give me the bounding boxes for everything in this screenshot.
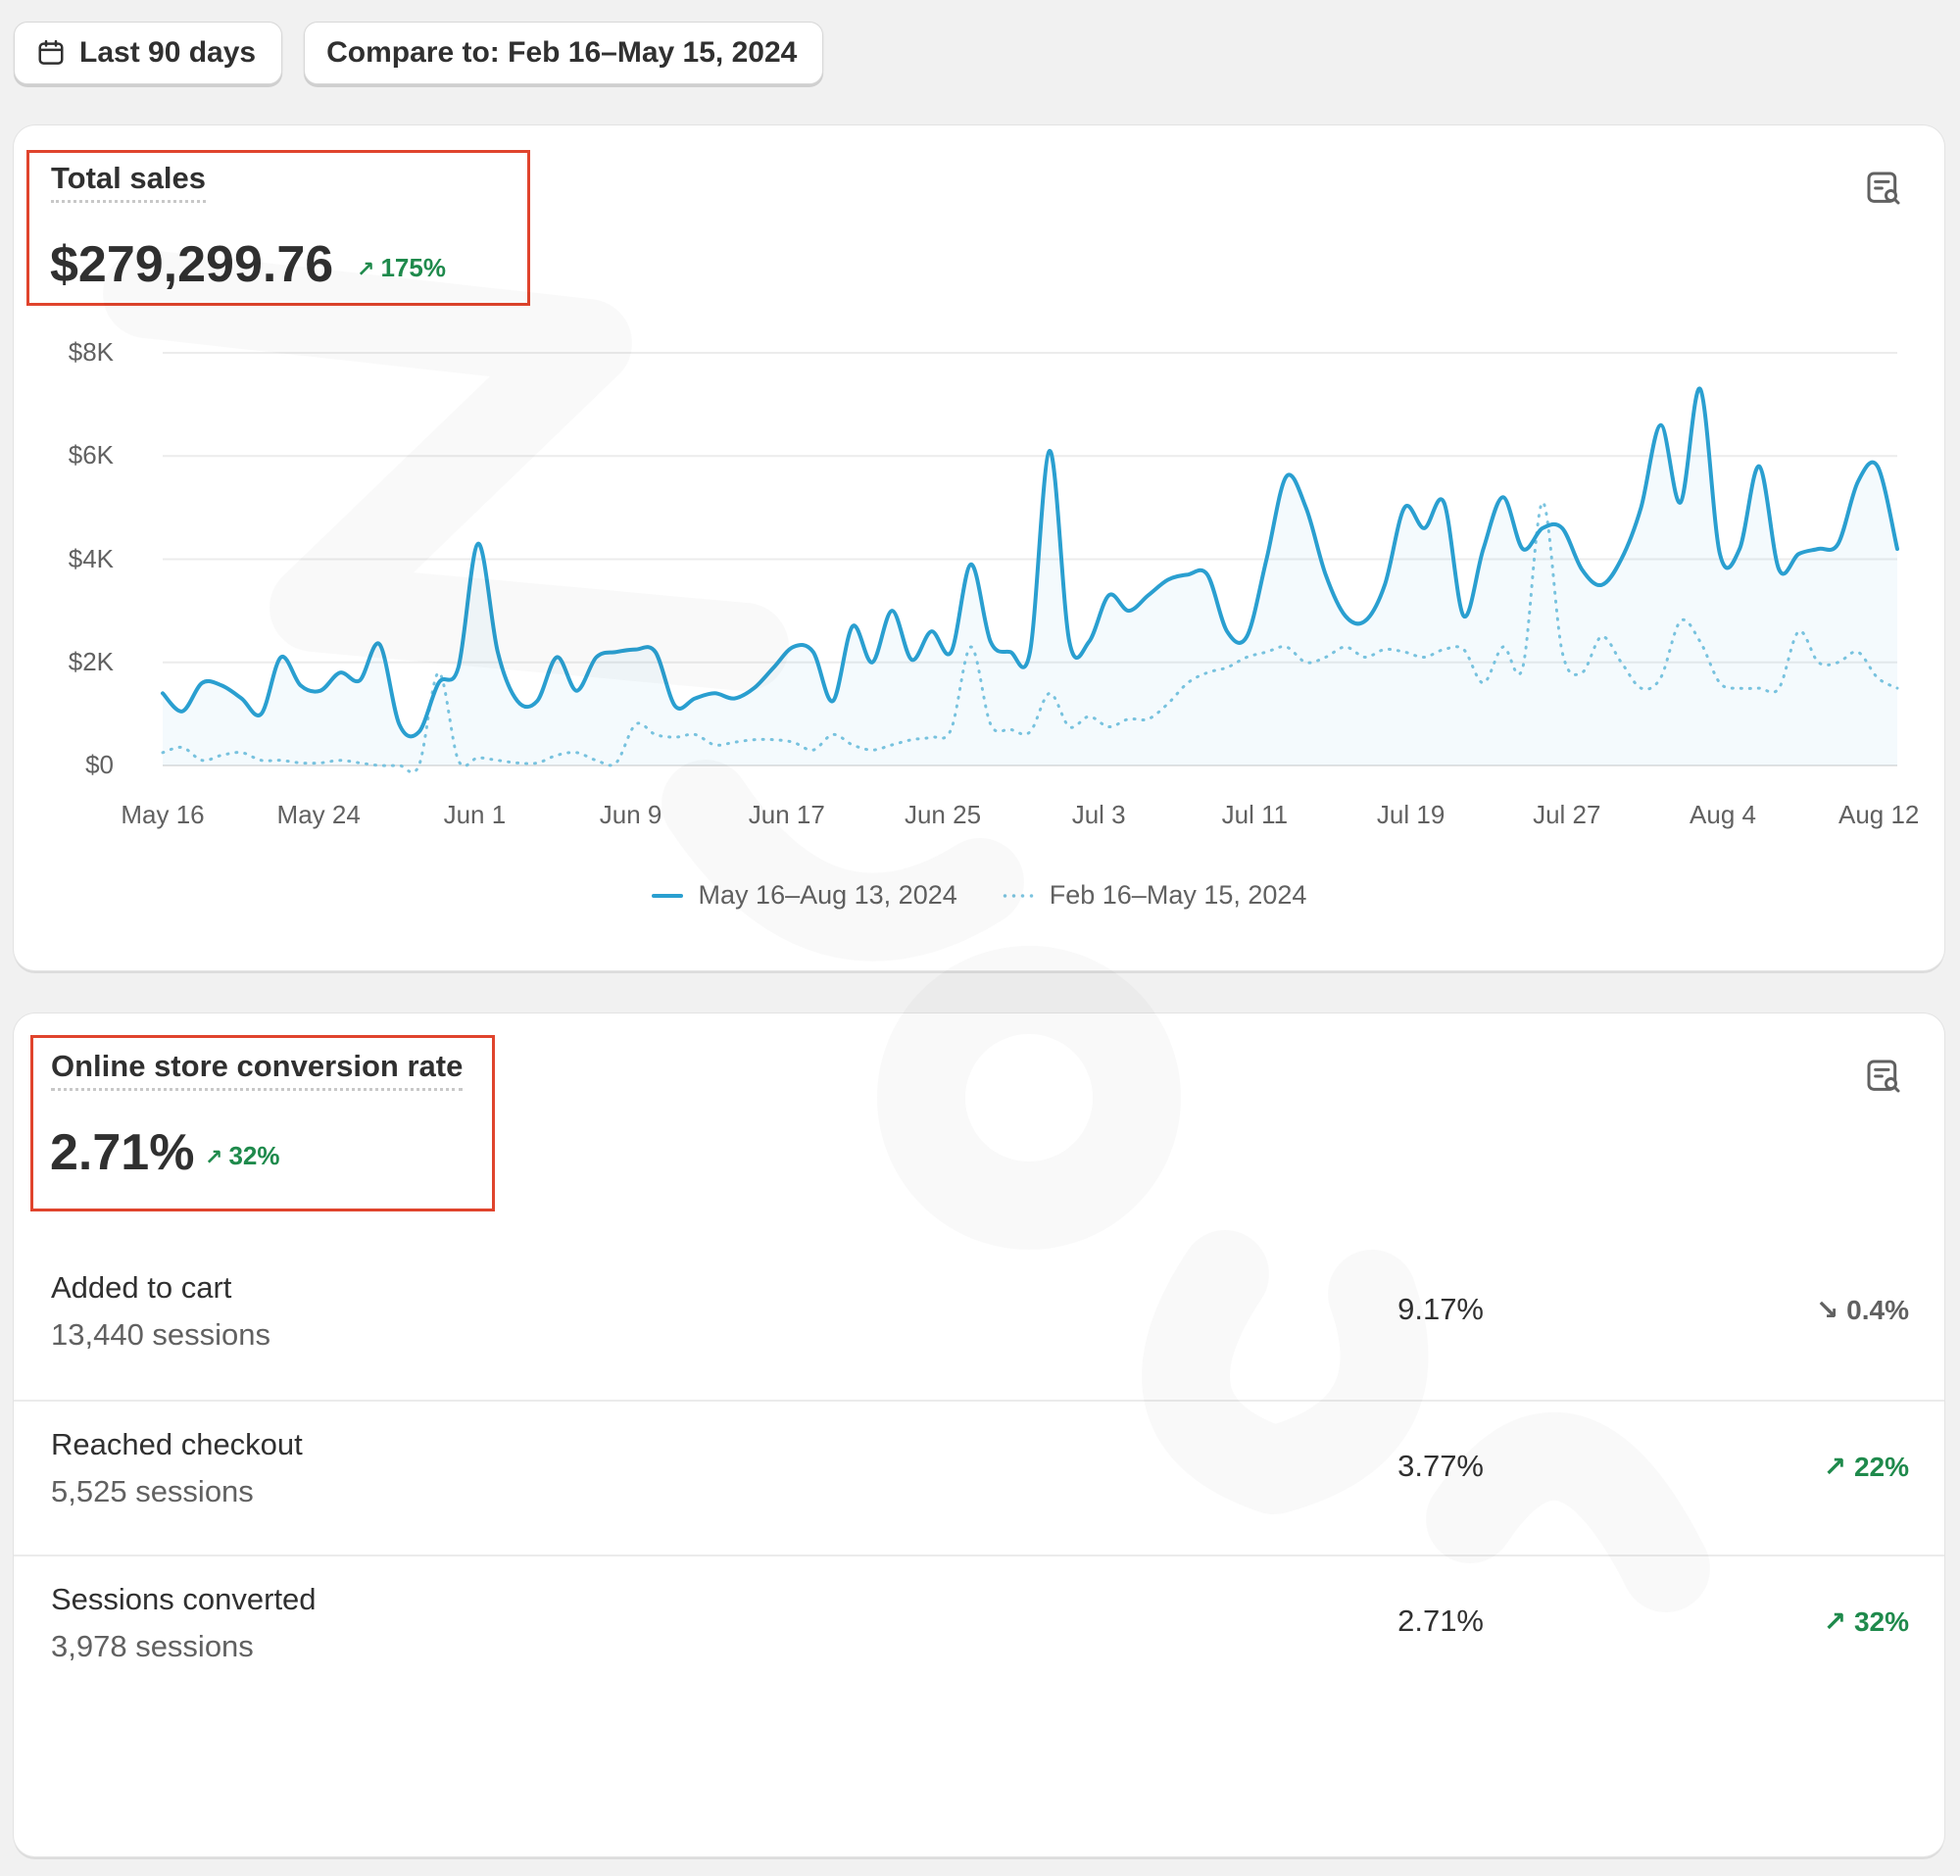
x-tick-label: Jul 27 xyxy=(1533,800,1601,829)
legend-swatch-dotted xyxy=(1000,893,1034,898)
x-tick-label: Jun 17 xyxy=(748,800,825,829)
row-label: Added to cart xyxy=(51,1270,232,1305)
sales-line-chart xyxy=(161,352,1899,774)
compare-label: Compare to: Feb 16–May 15, 2024 xyxy=(326,36,798,69)
total-sales-value: $279,299.76 xyxy=(50,236,334,293)
row-sessions: 3,978 sessions xyxy=(51,1629,254,1663)
row-change-value: 32% xyxy=(1853,1606,1909,1637)
highlight-box xyxy=(30,1035,495,1211)
conversion-card: Online store conversion rate 2.71% ↗ 32% … xyxy=(14,1013,1944,1856)
funnel-row: Reached checkout 5,525 sessions 3.77% ↗ 2… xyxy=(14,1400,1944,1556)
conversion-title[interactable]: Online store conversion rate xyxy=(51,1049,464,1091)
report-icon[interactable] xyxy=(1864,169,1903,208)
row-value: 2.71% xyxy=(1397,1604,1484,1638)
report-icon[interactable] xyxy=(1864,1057,1903,1096)
x-tick-label: Jun 25 xyxy=(904,800,982,829)
series-area-current xyxy=(163,388,1897,765)
date-range-button[interactable]: Last 90 days xyxy=(14,22,283,84)
y-tick-label: $4K xyxy=(68,543,114,573)
row-label: Sessions converted xyxy=(51,1582,317,1616)
compare-button[interactable]: Compare to: Feb 16–May 15, 2024 xyxy=(304,22,824,84)
legend-label-current: May 16–Aug 13, 2024 xyxy=(698,880,957,910)
arrow-up-icon: ↗ xyxy=(1823,1452,1846,1482)
legend-swatch-solid xyxy=(651,893,683,898)
x-tick-label: Jun 1 xyxy=(443,800,507,829)
series-line-current xyxy=(161,386,1899,739)
x-tick-label: Jul 11 xyxy=(1221,800,1289,829)
total-sales-change-value: 175% xyxy=(380,253,446,282)
arrow-up-icon: ↗ xyxy=(357,257,375,281)
y-tick-label: $0 xyxy=(85,750,114,779)
row-sessions: 13,440 sessions xyxy=(51,1317,271,1352)
conversion-change-value: 32% xyxy=(228,1141,280,1170)
row-change-value: 0.4% xyxy=(1846,1295,1909,1325)
row-label: Reached checkout xyxy=(51,1427,303,1461)
x-tick-label: Aug 4 xyxy=(1690,800,1756,829)
conversion-change: ↗ 32% xyxy=(205,1141,279,1171)
x-tick-label: May 24 xyxy=(276,800,361,829)
legend-item-current[interactable]: May 16–Aug 13, 2024 xyxy=(651,880,957,911)
total-sales-title[interactable]: Total sales xyxy=(51,161,206,203)
row-value: 9.17% xyxy=(1397,1292,1484,1326)
funnel-row: Sessions converted 3,978 sessions 2.71% … xyxy=(14,1555,1944,1711)
legend-item-previous[interactable]: Feb 16–May 15, 2024 xyxy=(1000,880,1307,911)
row-sessions: 5,525 sessions xyxy=(51,1474,254,1508)
funnel-row: Added to cart 13,440 sessions 9.17% ↘ 0.4… xyxy=(14,1245,1944,1400)
toolbar: Last 90 days Compare to: Feb 16–May 15, … xyxy=(14,22,824,84)
y-tick-label: $2K xyxy=(68,646,114,676)
arrow-down-icon: ↘ xyxy=(1815,1295,1839,1325)
row-value: 3.77% xyxy=(1397,1449,1484,1483)
x-tick-label: Aug 12 xyxy=(1838,800,1920,829)
y-tick-label: $6K xyxy=(68,440,114,470)
row-change-value: 22% xyxy=(1853,1452,1909,1482)
conversion-value: 2.71% xyxy=(50,1124,195,1181)
x-tick-label: Jul 19 xyxy=(1376,800,1446,829)
calendar-icon xyxy=(38,39,64,65)
date-range-label: Last 90 days xyxy=(79,36,257,69)
y-tick-label: $8K xyxy=(68,337,114,367)
chart-legend: May 16–Aug 13, 2024 Feb 16–May 15, 2024 xyxy=(14,880,1944,911)
x-tick-label: May 16 xyxy=(121,800,205,829)
row-change: ↗ 22% xyxy=(1823,1451,1909,1483)
arrow-up-icon: ↗ xyxy=(1823,1606,1846,1637)
legend-label-previous: Feb 16–May 15, 2024 xyxy=(1049,880,1307,910)
row-change: ↘ 0.4% xyxy=(1816,1294,1909,1326)
total-sales-card: Total sales $279,299.76 ↗ 175% $8K $6K $4K $… xyxy=(14,125,1944,970)
row-change: ↗ 32% xyxy=(1823,1605,1909,1638)
total-sales-change: ↗ 175% xyxy=(357,253,446,283)
highlight-box xyxy=(26,150,530,306)
series-line-previous xyxy=(161,501,1899,774)
x-tick-label: Jul 3 xyxy=(1071,800,1126,829)
arrow-up-icon: ↗ xyxy=(205,1145,223,1169)
x-tick-label: Jun 9 xyxy=(599,800,662,829)
